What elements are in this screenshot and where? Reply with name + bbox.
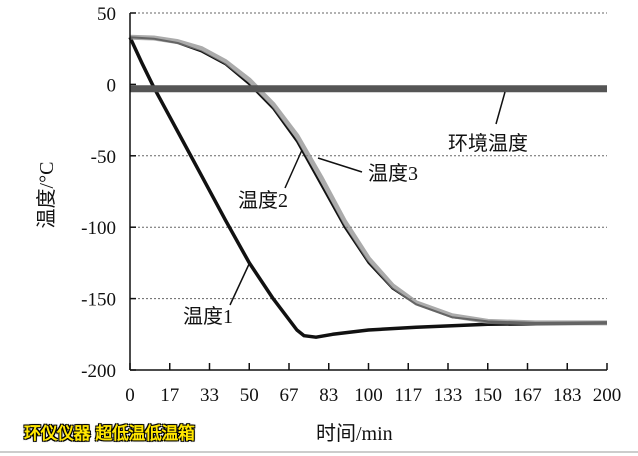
grid-lines (130, 12, 607, 300)
series-label-leader (495, 91, 506, 125)
series-label: 温度2 (238, 189, 288, 212)
x-tick-label: 33 (200, 385, 219, 406)
x-tick-label: 100 (354, 385, 383, 406)
x-tick-label: 133 (434, 385, 463, 406)
x-tick-label: 150 (474, 385, 503, 406)
y-tick-label: -50 (91, 147, 116, 168)
y-axis-label: 温度/°C (35, 162, 58, 229)
y-tick-label: 50 (97, 4, 116, 25)
divider (0, 451, 638, 453)
x-tick-labels: 0 17 33 50 67 83 100 117 133 150 167 183 200 (125, 385, 621, 406)
x-tick-label: 167 (513, 385, 542, 406)
series-group (128, 34, 608, 339)
x-tick-label: 0 (125, 385, 135, 406)
x-tick-label: 83 (319, 385, 338, 406)
x-tick-label: 200 (593, 385, 622, 406)
y-tick-label: 0 (107, 75, 117, 96)
series-labels: 温度1 温度2 温度3 环境温度 (183, 91, 528, 328)
watermark-text: 环仪仪器 超低温低温箱 (24, 424, 195, 444)
y-tick-label: -100 (81, 218, 116, 239)
series-label: 温度3 (368, 162, 418, 185)
x-tick-label: 117 (394, 385, 422, 406)
x-axis-label: 时间/min (316, 422, 393, 445)
series-label-leader (229, 261, 251, 306)
x-tick-label: 17 (160, 385, 179, 406)
y-tick-label: -200 (81, 361, 116, 382)
series-line-1 (128, 36, 608, 339)
x-tick-label: 50 (240, 385, 259, 406)
series-label: 环境温度 (448, 132, 528, 155)
series-label-leader (317, 157, 363, 173)
axes (129, 12, 608, 371)
x-tick-label: 183 (553, 385, 582, 406)
series-label: 温度1 (183, 305, 233, 328)
series-label-leader (284, 149, 303, 189)
x-tick-label: 67 (280, 385, 299, 406)
series-line-3 (129, 34, 607, 326)
y-tick-label: -150 (81, 290, 116, 311)
y-tick-labels: 50 0 -50 -100 -150 -200 (81, 4, 116, 382)
